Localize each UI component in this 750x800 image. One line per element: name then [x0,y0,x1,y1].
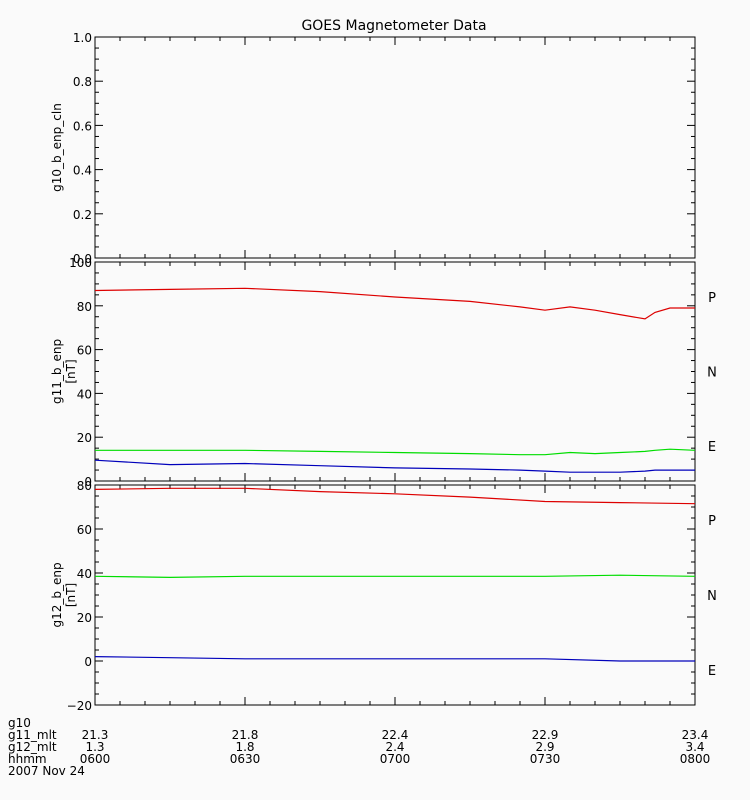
panel-g10: 1.0 0.8 0.6 0.4 0.2 0.0 g10_b_enp_cln [50,31,696,266]
y-tick-label: −20 [67,699,92,713]
y-tick-label: 0.4 [73,164,92,178]
x-row-value: 1.3 [85,740,104,754]
x-row-value: 0700 [380,752,411,766]
y-tick-label: 0 [84,655,92,669]
panel-frame [94,261,696,482]
x-row-value: 21.8 [232,728,259,742]
y-tick-label: 100 [69,256,92,270]
panel-g11: 100 80 60 40 20 0 g11_b_enp [nT] P N E [50,256,717,489]
x-row-label: hhmm [8,752,47,766]
y-tick-label: 0.2 [73,208,92,222]
x-row-value: 3.4 [685,740,704,754]
y-tick-label: 60 [77,344,92,358]
y-axis-unit: [nT] [64,359,78,383]
series-line-P [94,487,696,505]
x-row-value: 2.4 [385,740,404,754]
panel-frame [94,484,696,706]
series-line-N [94,574,696,579]
series-line-P [94,287,695,320]
y-tick-label: 80 [77,300,92,314]
y-axis-label: g12_b_enp [50,562,64,627]
x-row-label: g11_mlt [8,728,57,742]
x-row-value: 22.9 [532,728,559,742]
series-line-E [94,459,695,473]
y-axis-label: g11_b_enp [50,339,64,404]
y-tick-label: 0.6 [73,119,92,133]
chart-title: GOES Magnetometer Data [301,18,486,34]
x-row-value: 2.9 [535,740,554,754]
y-tick-label: 80 [77,479,92,493]
y-tick-label: 40 [77,567,92,581]
legend-N: N [707,589,717,604]
y-tick-label: 0.0 [73,252,92,266]
x-row-value: 0800 [680,752,711,766]
legend-E: E [708,440,716,455]
x-row-value: 21.3 [82,728,109,742]
x-row-value: 23.4 [682,728,709,742]
x-row-label: g12_mlt [8,740,57,754]
series-line-E [94,656,695,662]
x-row-value: 1.8 [235,740,254,754]
x-row-label: g10 [8,716,31,730]
x-row-value: 0600 [80,752,111,766]
legend-N: N [707,366,717,381]
x-row-value: 0630 [230,752,261,766]
y-axis-label: g10_b_enp_cln [50,103,64,192]
legend-P: P [708,291,716,306]
panels: 1.0 0.8 0.6 0.4 0.2 0.0 g10_b_enp_cln 100 80 60 40… [50,31,717,713]
legend-P: P [708,514,716,529]
legend-E: E [708,664,716,679]
y-axis-unit: [nT] [64,583,78,607]
date-label: 2007 Nov 24 [8,764,85,778]
x-row-value: 0730 [530,752,561,766]
panel-g12: 80 60 40 20 0 −20 g12_b_enp [nT] P N E [50,479,717,713]
y-tick-label: 1.0 [73,31,92,45]
y-tick-label: 0 [84,475,92,489]
panel-frame [94,36,696,259]
y-tick-label: 60 [77,523,92,537]
y-tick-label: 40 [77,387,92,401]
series-line-N [95,448,696,456]
y-tick-label: 20 [77,611,92,625]
y-tick-label: 20 [77,431,92,445]
y-tick-label: 0.8 [73,75,92,89]
x-row-value: 22.4 [382,728,409,742]
